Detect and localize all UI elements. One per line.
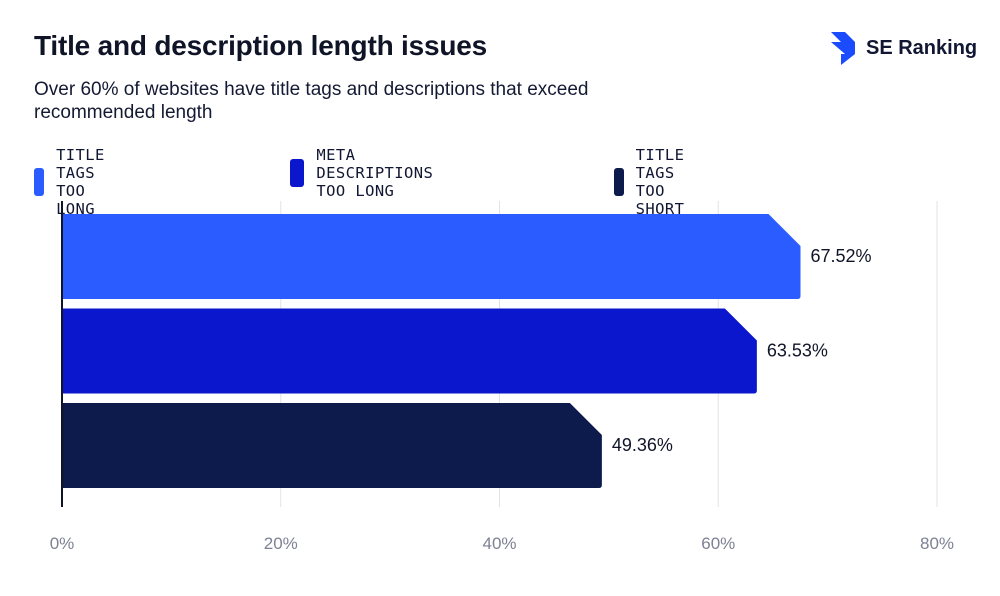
legend-label: TITLE TAGS TOO SHORT bbox=[635, 146, 685, 218]
legend-swatch bbox=[290, 159, 305, 187]
x-tick-label: 80% bbox=[920, 534, 954, 553]
bar bbox=[62, 403, 602, 488]
x-tick-label: 60% bbox=[701, 534, 735, 553]
brand-logo: SE Ranking bbox=[828, 30, 977, 66]
legend-item-title-too-short: TITLE TAGS TOO SHORT bbox=[614, 146, 703, 218]
data-label: 63.53% bbox=[767, 341, 828, 361]
x-tick-label: 20% bbox=[264, 534, 298, 553]
legend-label: TITLE TAGS TOO LONG bbox=[56, 146, 105, 218]
bar bbox=[62, 214, 801, 299]
se-ranking-logo-icon bbox=[831, 32, 855, 65]
brand-name: SE Ranking bbox=[866, 36, 978, 59]
legend-item-meta-too-long: META DESCRIPTIONS TOO LONG bbox=[290, 146, 447, 200]
legend-swatch bbox=[614, 168, 624, 196]
x-tick-label: 0% bbox=[50, 534, 75, 553]
legend-item-title-too-long: TITLE TAGS TOO LONG bbox=[34, 146, 123, 218]
data-label: 67.52% bbox=[811, 246, 872, 266]
legend-swatch bbox=[34, 168, 45, 196]
x-tick-label: 40% bbox=[482, 534, 516, 553]
bar bbox=[62, 308, 757, 394]
data-label: 49.36% bbox=[612, 435, 673, 455]
chart-subtitle: Over 60% of websites have title tags and… bbox=[34, 79, 589, 123]
chart-title: Title and description length issues bbox=[34, 30, 488, 61]
legend-label: META DESCRIPTIONS TOO LONG bbox=[316, 146, 434, 200]
